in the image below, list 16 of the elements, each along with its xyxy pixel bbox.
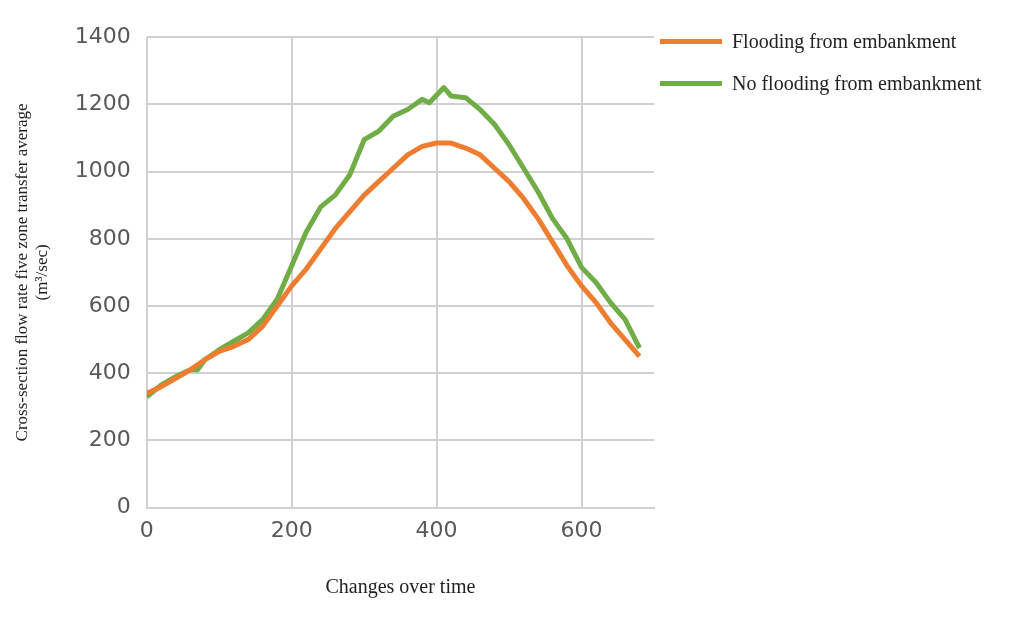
y-tick-label: 1200: [74, 90, 131, 116]
y-tick-label: 1400: [74, 22, 131, 48]
x-tick-label: 0: [139, 516, 154, 542]
y-tick-label: 600: [88, 291, 131, 317]
legend-label: Flooding from embankment: [732, 29, 957, 53]
y-tick-label: 200: [88, 426, 131, 452]
legend-label: No flooding from embankment: [732, 71, 982, 95]
y-axis-title: Cross-section flow rate five zone transfer average (m³/sec): [11, 103, 52, 442]
y-tick-label: 400: [88, 358, 131, 384]
x-axis-title: Changes over time: [325, 575, 476, 599]
x-tick-label: 400: [415, 516, 458, 542]
x-tick-label: 200: [270, 516, 313, 542]
y-tick-label: 1000: [74, 157, 131, 183]
y-tick-label: 0: [116, 493, 131, 519]
y-tick-label: 800: [88, 224, 131, 250]
x-tick-label: 600: [560, 516, 603, 542]
